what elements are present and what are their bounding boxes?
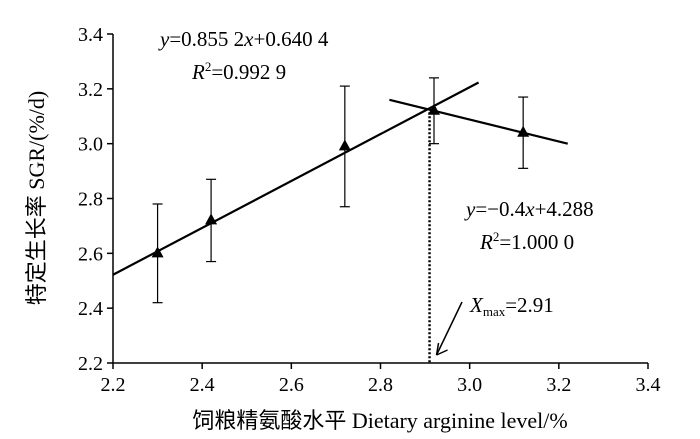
- x-tick-label: 3.2: [546, 374, 571, 396]
- optimum-annotation: [428, 108, 463, 363]
- equation-2: y=−0.4x+4.288: [464, 197, 594, 221]
- data-point-marker: [205, 213, 218, 225]
- equation-1-coef: =0.855 2: [169, 27, 244, 51]
- y-tick-label: 3.4: [78, 24, 103, 46]
- y-tick-label: 3.0: [78, 134, 103, 156]
- equation-2-intercept: +4.288: [535, 197, 594, 221]
- r2-2: R2=1.000 0: [479, 229, 574, 254]
- r2-1-value: =0.992 9: [211, 60, 286, 84]
- y-tick-label: 2.2: [78, 353, 103, 375]
- y-tick-label: 2.8: [78, 189, 103, 211]
- r2-1-sup: 2: [205, 59, 212, 74]
- r2-1: R2=0.992 9: [191, 59, 286, 84]
- y-tick-label: 3.2: [78, 79, 103, 101]
- equation-2-x: x: [524, 197, 535, 221]
- x-tick-label: 2.8: [368, 374, 393, 396]
- fit-lines: [112, 81, 569, 276]
- equation-2-y: y: [464, 197, 476, 221]
- equation-1-y: y: [158, 27, 170, 51]
- data-point-marker: [428, 103, 440, 115]
- ticks: 2.2 2.4 2.6 2.8 3.0 3.2 3.4 2.2 2.4 2.6 2.8 3.0 3.2 3…: [78, 24, 661, 396]
- x-tick-label: 3.0: [457, 374, 482, 396]
- data-point-marker: [151, 246, 164, 258]
- r2-2-label: R: [479, 230, 493, 254]
- equation-2-coef: =−0.4: [475, 197, 525, 221]
- data-markers: [151, 103, 530, 258]
- equation-1: y=0.855 2x+0.640 4: [158, 27, 329, 51]
- xmax-label: Xmax=2.91: [469, 293, 554, 319]
- xmax-label-value: =2.91: [505, 293, 554, 317]
- optimum-arrow-shaft: [435, 301, 463, 356]
- x-axis-title: 饲粮精氨酸水平 Dietary arginine level/%: [192, 408, 567, 433]
- x-tick-label: 2.4: [190, 374, 215, 396]
- r2-2-value: =1.000 0: [499, 230, 574, 254]
- y-axis-title: 特定生长率 SGR/(%/d): [24, 91, 49, 306]
- error-bars: [152, 77, 529, 304]
- y-tick-label: 2.6: [78, 243, 103, 265]
- optimum-arrow-head: [435, 342, 448, 356]
- r2-1-label: R: [191, 60, 205, 84]
- equation-1-intercept: +0.640 4: [254, 27, 329, 51]
- x-tick-label: 3.4: [636, 374, 661, 396]
- fit-line-1: [112, 81, 480, 276]
- equation-1-x: x: [243, 27, 254, 51]
- data-point-marker: [517, 125, 530, 137]
- r2-2-sup: 2: [493, 229, 500, 244]
- xmax-label-sub: max: [483, 304, 506, 319]
- x-tick-label: 2.2: [101, 374, 126, 396]
- fit-line-2: [389, 98, 569, 145]
- x-tick-label: 2.6: [279, 374, 304, 396]
- y-tick-label: 2.4: [78, 298, 103, 320]
- data-point-marker: [338, 139, 351, 151]
- xmax-label-main: X: [469, 293, 484, 317]
